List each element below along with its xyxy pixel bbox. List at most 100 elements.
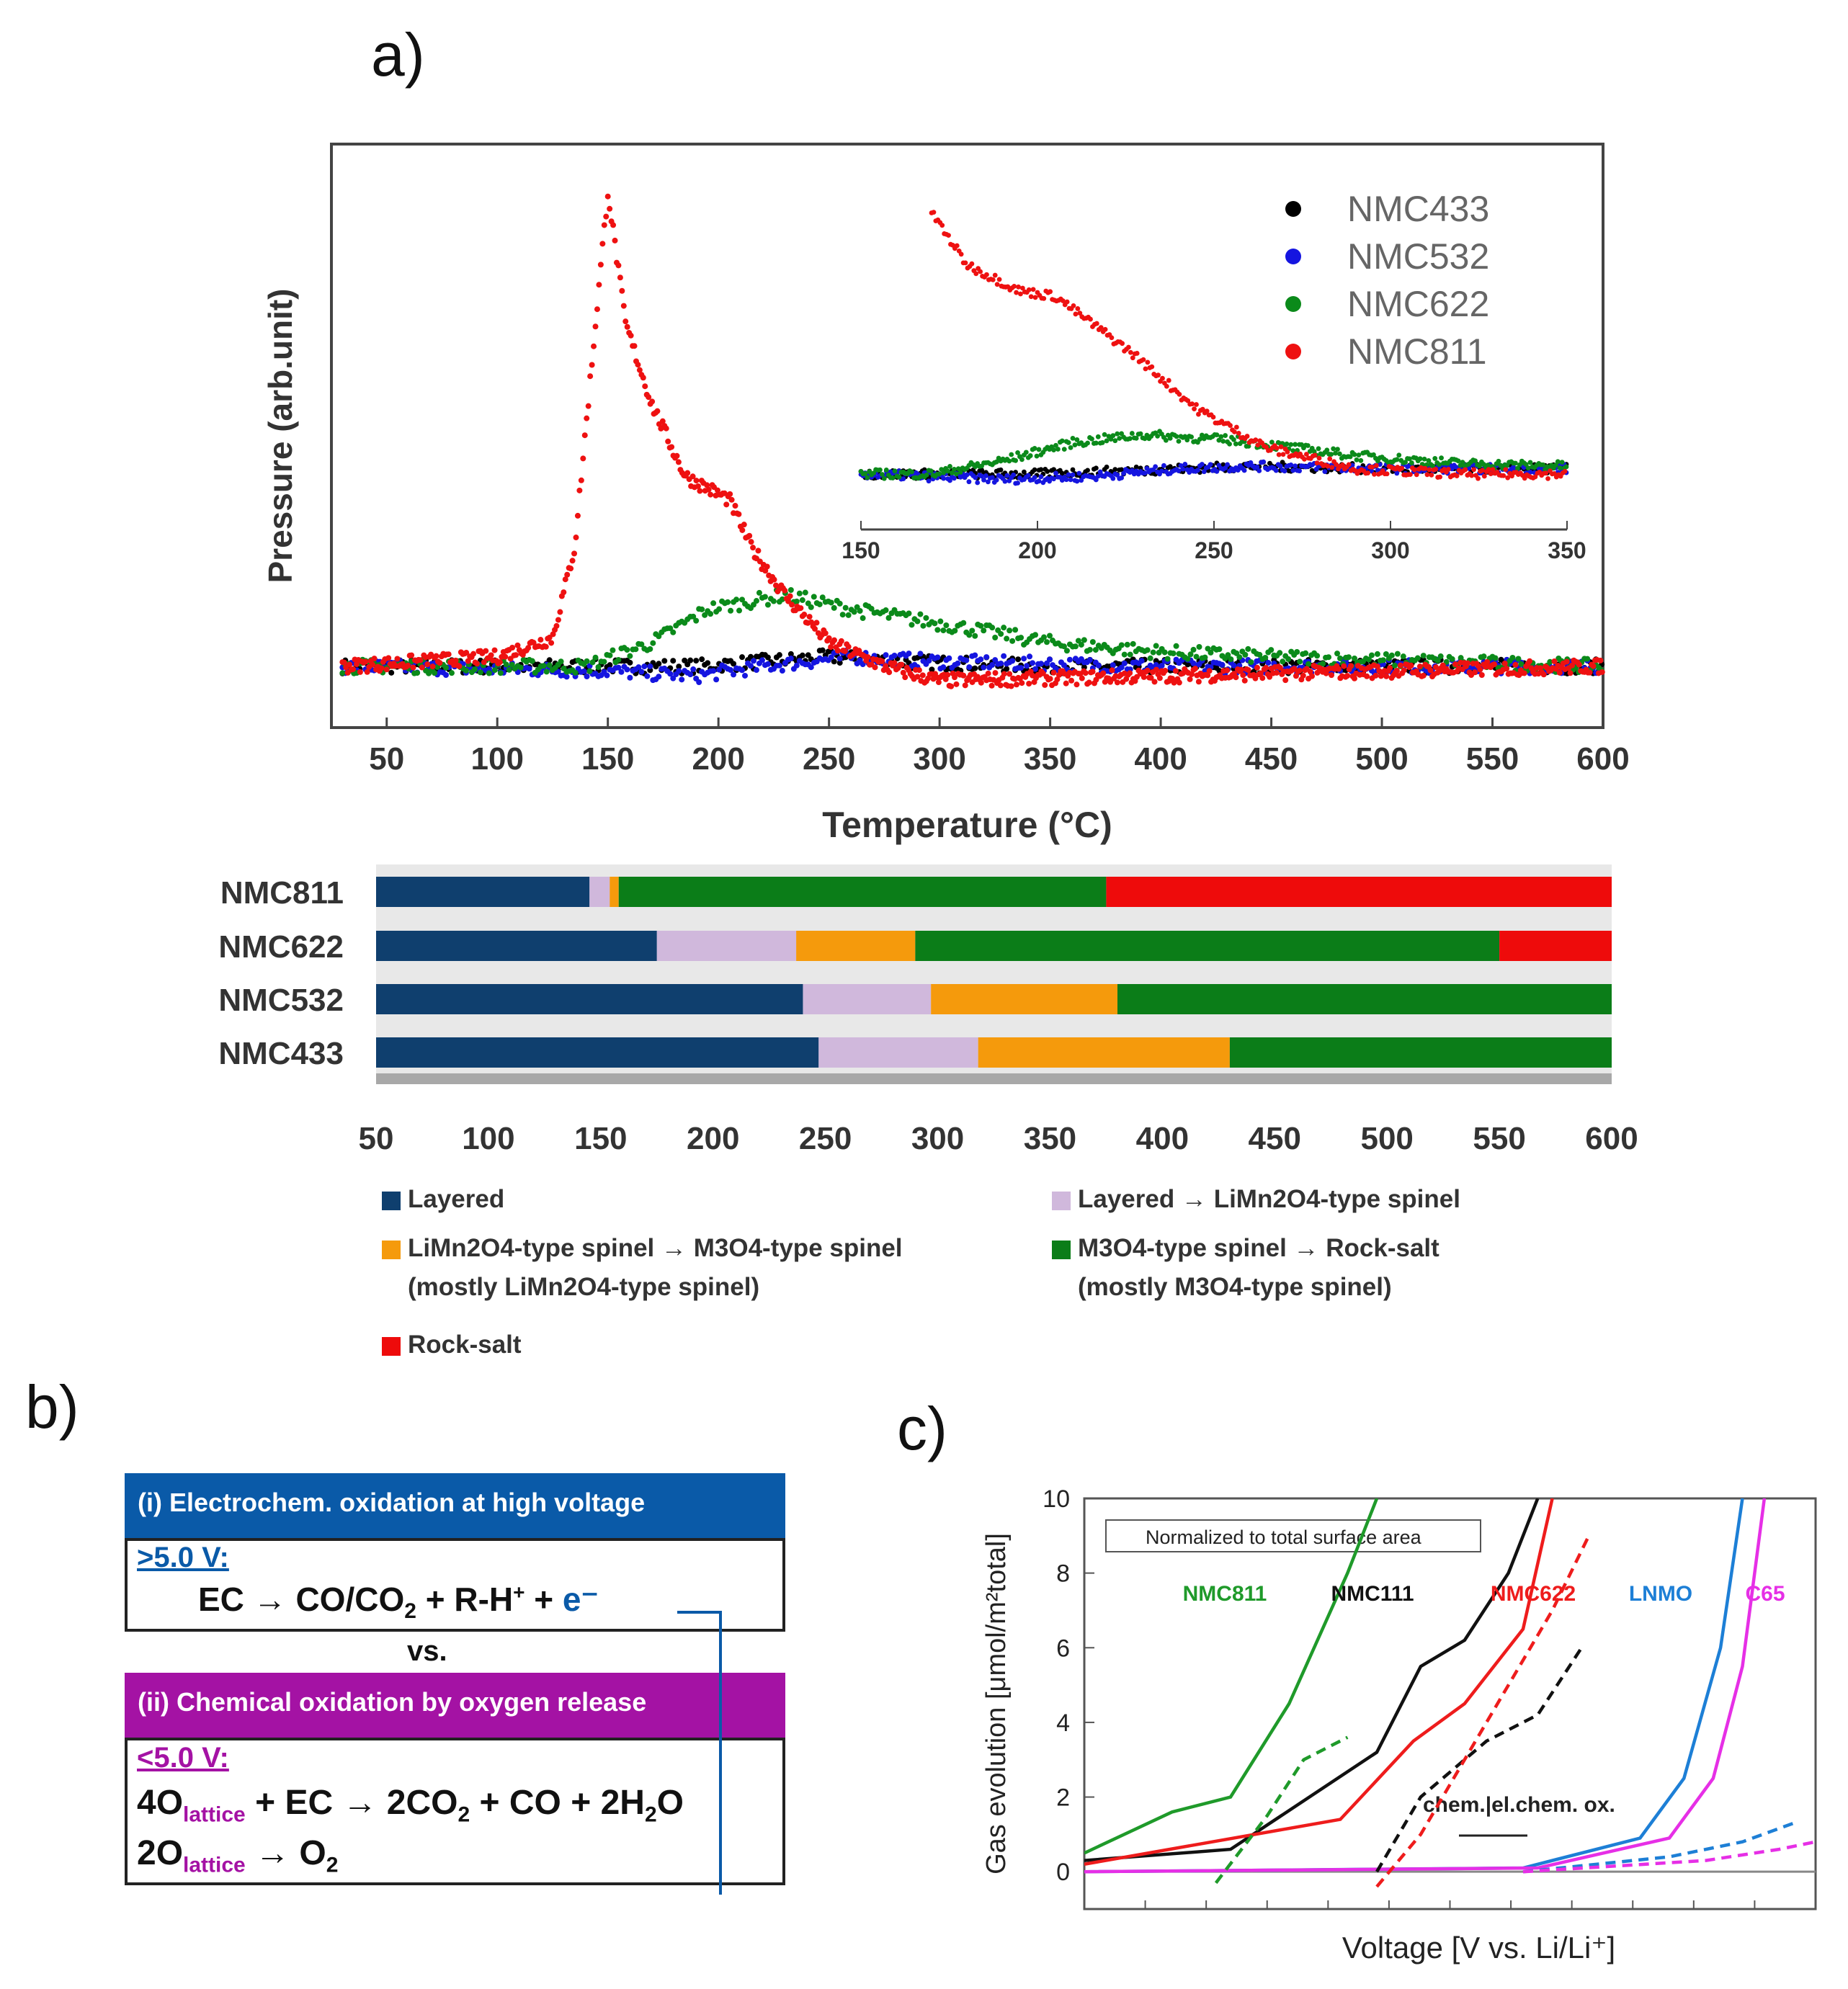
data-point — [661, 658, 668, 664]
data-point — [690, 666, 697, 673]
x-tick-label: 200 — [692, 741, 744, 777]
data-point — [742, 672, 749, 679]
data-point — [750, 658, 756, 664]
data-point — [1118, 664, 1125, 671]
data-point — [917, 651, 924, 657]
data-point — [1021, 656, 1027, 662]
data-point — [998, 660, 1004, 666]
data-point — [679, 676, 685, 683]
data-point — [627, 659, 633, 666]
data-point — [713, 676, 720, 683]
y-tick-label: 10 — [1043, 1485, 1070, 1513]
data-point — [883, 652, 889, 658]
data-point — [972, 665, 978, 671]
data-point — [836, 656, 843, 662]
data-point — [819, 647, 826, 653]
data-point — [1095, 662, 1102, 669]
data-point — [828, 654, 834, 661]
data-point — [926, 658, 932, 664]
data-point — [584, 674, 590, 680]
data-point — [1138, 658, 1145, 664]
x-tick-label: 250 — [803, 741, 855, 777]
y-tick-label: 0 — [1056, 1859, 1070, 1886]
data-point — [787, 651, 794, 657]
data-point — [963, 657, 970, 663]
data-point — [764, 654, 771, 661]
data-point — [647, 663, 653, 669]
data-point — [992, 657, 999, 663]
data-point — [1038, 661, 1045, 667]
data-point — [546, 657, 553, 663]
x-tick-label: 500 — [1355, 741, 1408, 777]
data-point — [776, 652, 782, 658]
data-point — [989, 662, 996, 669]
y-tick-label: 8 — [1056, 1560, 1070, 1588]
series-label-nmc811: NMC811 — [1183, 1582, 1267, 1606]
data-point — [624, 666, 630, 673]
line-lnmo — [1084, 1498, 1744, 1874]
data-point — [581, 668, 587, 674]
data-point — [656, 674, 662, 680]
x-tick-label: 450 — [1245, 741, 1298, 777]
plot-frame — [330, 143, 1604, 729]
data-point — [906, 651, 912, 657]
data-point — [934, 654, 941, 661]
data-point — [1086, 657, 1093, 663]
series-label-c65: C65 — [1745, 1582, 1785, 1606]
data-point — [684, 661, 691, 668]
data-point — [1219, 661, 1226, 668]
data-point — [779, 668, 785, 674]
data-point — [699, 656, 705, 663]
series-label-nmc622: NMC622 — [1491, 1582, 1576, 1606]
x-tick-label: 150 — [581, 741, 634, 777]
data-point — [1032, 666, 1039, 672]
series-label-lnmo: LNMO — [1629, 1582, 1692, 1606]
x-axis-label-c: Voltage [V vs. Li/Li⁺] — [1342, 1931, 1615, 1965]
x-tick-label: 550 — [1466, 741, 1519, 777]
data-point — [627, 674, 633, 681]
x-tick-label: 350 — [1024, 741, 1076, 777]
data-point — [946, 655, 952, 661]
data-point — [1018, 665, 1025, 671]
data-point — [739, 654, 746, 661]
y-axis-label: Pressure (arb.unit) — [262, 289, 299, 584]
data-point — [808, 664, 814, 671]
data-point — [1159, 662, 1165, 669]
data-point — [1046, 656, 1053, 663]
data-point — [604, 672, 610, 679]
data-point — [635, 664, 642, 671]
data-point — [1030, 660, 1036, 666]
data-point — [739, 667, 746, 674]
data-point — [747, 653, 754, 660]
data-point — [966, 664, 973, 671]
y-tick-label: 6 — [1056, 1635, 1070, 1662]
x-tick-label: 50 — [369, 741, 404, 777]
panel-label-b: b) — [25, 1373, 79, 1441]
data-point — [607, 662, 613, 669]
data-point — [676, 663, 682, 670]
data-point — [687, 671, 694, 678]
x-tick-label: 300 — [913, 741, 965, 777]
data-point — [670, 658, 677, 664]
panel-label-a: a) — [371, 21, 425, 89]
data-point — [526, 666, 532, 672]
data-point — [981, 664, 987, 671]
data-point — [1001, 653, 1007, 659]
dashed-line-nmc111 — [1375, 1647, 1584, 1873]
data-point — [618, 669, 625, 675]
data-point — [1027, 653, 1033, 660]
y-axis-label-c: Gas evolution [μmol/m²total] — [981, 1533, 1012, 1874]
data-point — [1066, 656, 1073, 663]
x-tick-label: 100 — [471, 741, 524, 777]
data-point — [716, 666, 723, 673]
data-point — [687, 657, 694, 663]
data-point — [940, 664, 947, 671]
data-point — [641, 663, 648, 670]
y-tick-label: 2 — [1056, 1784, 1070, 1812]
data-point — [1004, 666, 1010, 672]
data-point — [670, 675, 677, 681]
data-point — [1110, 662, 1116, 669]
dashed-line-nmc811 — [1214, 1735, 1349, 1885]
data-point — [731, 671, 737, 678]
